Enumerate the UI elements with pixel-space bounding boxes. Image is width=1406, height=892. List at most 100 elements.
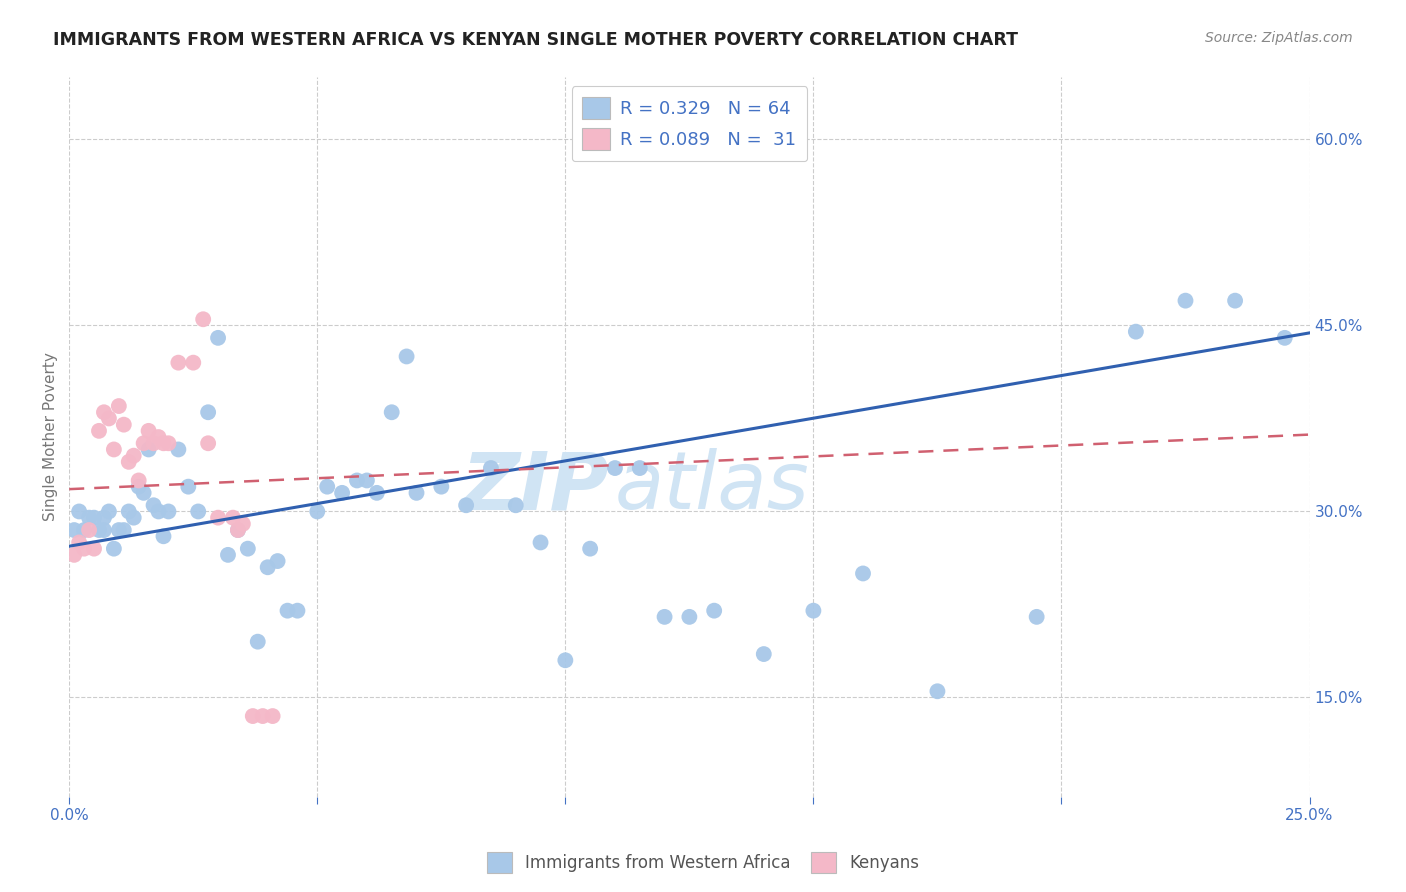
Point	[193, 312, 215, 326]
Point	[307, 504, 329, 518]
Point	[73, 523, 96, 537]
Point	[222, 510, 245, 524]
Point	[703, 604, 725, 618]
Point	[108, 523, 131, 537]
Point	[97, 504, 120, 518]
Point	[122, 510, 145, 524]
Point	[73, 541, 96, 556]
Point	[654, 610, 676, 624]
Point	[346, 474, 368, 488]
Point	[177, 480, 200, 494]
Point	[479, 461, 502, 475]
Point	[207, 331, 229, 345]
Point	[128, 474, 150, 488]
Point	[579, 541, 602, 556]
Point	[152, 436, 174, 450]
Point	[197, 436, 219, 450]
Text: IMMIGRANTS FROM WESTERN AFRICA VS KENYAN SINGLE MOTHER POVERTY CORRELATION CHART: IMMIGRANTS FROM WESTERN AFRICA VS KENYAN…	[53, 31, 1018, 49]
Point	[63, 523, 86, 537]
Point	[256, 560, 278, 574]
Point	[83, 541, 105, 556]
Point	[803, 604, 825, 618]
Point	[157, 504, 180, 518]
Point	[356, 474, 378, 488]
Point	[276, 604, 298, 618]
Point	[927, 684, 949, 698]
Point	[628, 461, 651, 475]
Point	[187, 504, 209, 518]
Point	[108, 399, 131, 413]
Point	[167, 356, 190, 370]
Point	[366, 486, 388, 500]
Point	[678, 610, 700, 624]
Point	[554, 653, 576, 667]
Point	[505, 498, 527, 512]
Point	[132, 486, 155, 500]
Point	[142, 436, 165, 450]
Point	[405, 486, 427, 500]
Point	[87, 424, 110, 438]
Point	[112, 523, 135, 537]
Point	[77, 510, 100, 524]
Y-axis label: Single Mother Poverty: Single Mother Poverty	[44, 352, 58, 522]
Text: atlas: atlas	[614, 449, 810, 526]
Point	[287, 604, 309, 618]
Point	[236, 541, 259, 556]
Point	[152, 529, 174, 543]
Point	[93, 510, 115, 524]
Point	[1174, 293, 1197, 308]
Point	[1223, 293, 1246, 308]
Point	[316, 480, 339, 494]
Point	[67, 535, 90, 549]
Point	[118, 455, 141, 469]
Point	[142, 498, 165, 512]
Point	[430, 480, 453, 494]
Point	[242, 709, 264, 723]
Point	[529, 535, 551, 549]
Text: ZIP: ZIP	[461, 449, 609, 526]
Point	[226, 523, 249, 537]
Point	[67, 504, 90, 518]
Point	[97, 411, 120, 425]
Point	[63, 548, 86, 562]
Point	[217, 548, 239, 562]
Point	[1025, 610, 1047, 624]
Point	[138, 424, 160, 438]
Point	[122, 449, 145, 463]
Point	[207, 510, 229, 524]
Legend: Immigrants from Western Africa, Kenyans: Immigrants from Western Africa, Kenyans	[481, 846, 925, 880]
Point	[181, 356, 204, 370]
Point	[266, 554, 288, 568]
Point	[381, 405, 404, 419]
Point	[852, 566, 875, 581]
Point	[77, 523, 100, 537]
Text: Source: ZipAtlas.com: Source: ZipAtlas.com	[1205, 31, 1353, 45]
Point	[93, 523, 115, 537]
Point	[138, 442, 160, 457]
Point	[1125, 325, 1147, 339]
Point	[93, 405, 115, 419]
Point	[456, 498, 478, 512]
Point	[103, 442, 125, 457]
Point	[103, 541, 125, 556]
Point	[330, 486, 353, 500]
Legend: R = 0.329   N = 64, R = 0.089   N =  31: R = 0.329 N = 64, R = 0.089 N = 31	[572, 87, 807, 161]
Point	[167, 442, 190, 457]
Point	[197, 405, 219, 419]
Point	[83, 510, 105, 524]
Point	[112, 417, 135, 432]
Point	[118, 504, 141, 518]
Point	[87, 523, 110, 537]
Point	[148, 504, 170, 518]
Point	[132, 436, 155, 450]
Point	[128, 480, 150, 494]
Point	[262, 709, 284, 723]
Point	[252, 709, 274, 723]
Point	[232, 516, 254, 531]
Point	[603, 461, 626, 475]
Point	[157, 436, 180, 450]
Point	[148, 430, 170, 444]
Point	[1274, 331, 1296, 345]
Point	[395, 350, 418, 364]
Point	[246, 634, 269, 648]
